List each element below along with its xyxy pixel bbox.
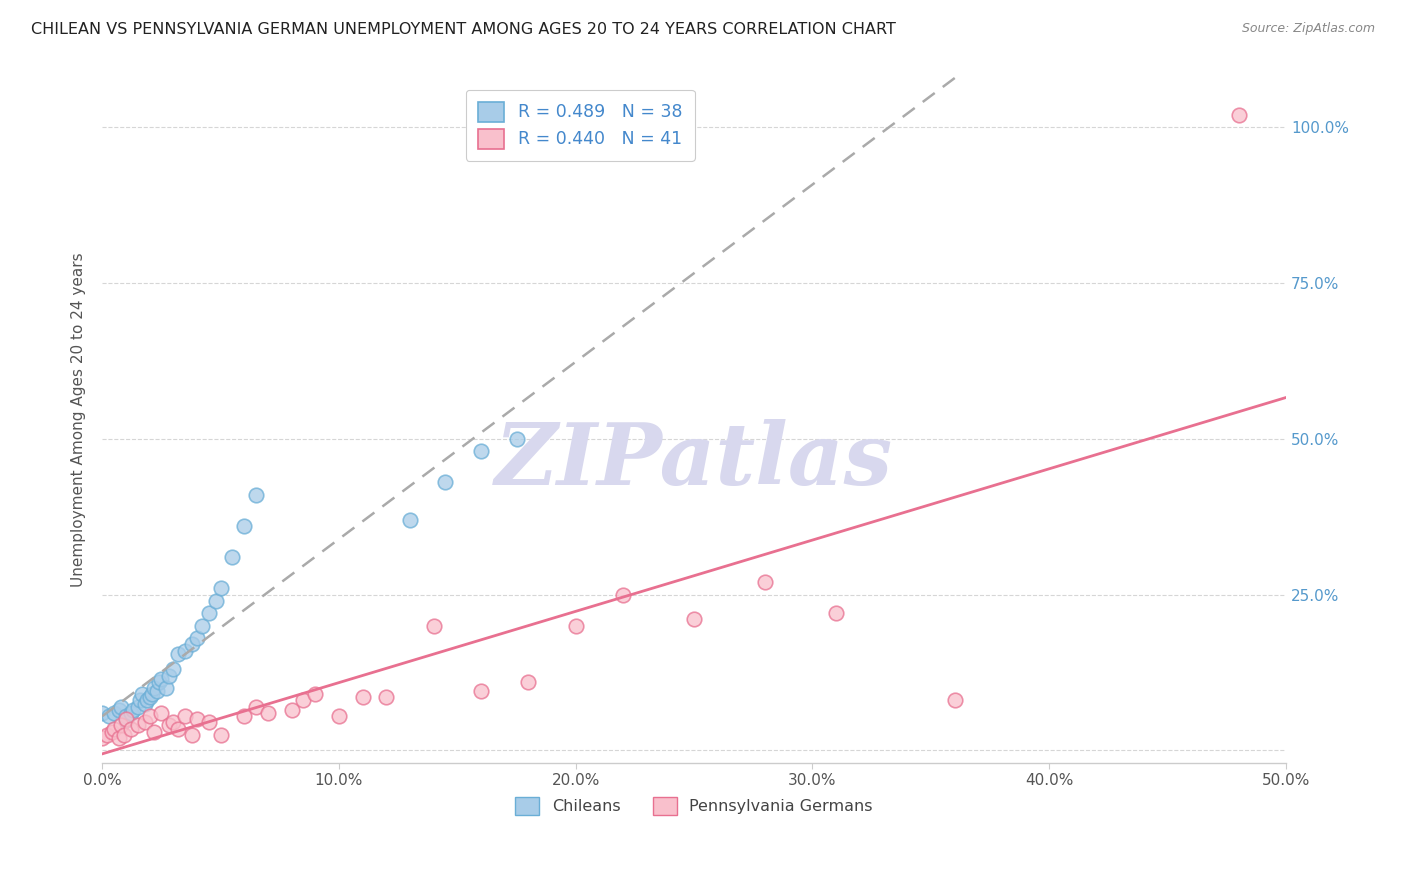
Point bbox=[257, 706, 280, 720]
Point bbox=[127, 699, 149, 714]
Point bbox=[422, 618, 444, 632]
Point bbox=[245, 699, 267, 714]
Point bbox=[612, 588, 634, 602]
Point bbox=[150, 706, 173, 720]
Point bbox=[197, 715, 219, 730]
Point bbox=[115, 712, 138, 726]
Point bbox=[143, 724, 166, 739]
Point bbox=[138, 709, 160, 723]
Point bbox=[131, 687, 153, 701]
Legend: Chileans, Pennsylvania Germans: Chileans, Pennsylvania Germans bbox=[508, 789, 880, 823]
Point bbox=[112, 728, 135, 742]
Point bbox=[134, 715, 156, 730]
Point bbox=[352, 690, 374, 705]
Point bbox=[1227, 108, 1250, 122]
Point bbox=[233, 709, 256, 723]
Point bbox=[162, 662, 184, 676]
Point bbox=[825, 607, 848, 621]
Point bbox=[115, 714, 138, 728]
Point bbox=[174, 643, 197, 657]
Text: Source: ZipAtlas.com: Source: ZipAtlas.com bbox=[1241, 22, 1375, 36]
Point bbox=[683, 612, 706, 626]
Point bbox=[167, 722, 190, 736]
Point bbox=[754, 575, 776, 590]
Point bbox=[174, 709, 197, 723]
Point bbox=[120, 722, 142, 736]
Point bbox=[143, 681, 166, 695]
Text: CHILEAN VS PENNSYLVANIA GERMAN UNEMPLOYMENT AMONG AGES 20 TO 24 YEARS CORRELATIO: CHILEAN VS PENNSYLVANIA GERMAN UNEMPLOYM… bbox=[31, 22, 896, 37]
Point bbox=[375, 690, 398, 705]
Text: ZIPatlas: ZIPatlas bbox=[495, 419, 893, 503]
Point bbox=[205, 594, 228, 608]
Point bbox=[157, 718, 180, 732]
Point bbox=[304, 687, 326, 701]
Point bbox=[233, 519, 256, 533]
Point bbox=[167, 647, 190, 661]
Point bbox=[157, 668, 180, 682]
Point bbox=[100, 724, 122, 739]
Point bbox=[197, 607, 219, 621]
Point bbox=[129, 693, 152, 707]
Point bbox=[470, 444, 492, 458]
Point bbox=[245, 488, 267, 502]
Point bbox=[328, 709, 350, 723]
Point bbox=[505, 432, 527, 446]
Point bbox=[110, 699, 132, 714]
Point bbox=[564, 618, 586, 632]
Point bbox=[221, 550, 243, 565]
Point bbox=[120, 706, 142, 720]
Point bbox=[115, 709, 138, 723]
Point bbox=[186, 631, 208, 645]
Point bbox=[181, 637, 204, 651]
Point bbox=[434, 475, 457, 490]
Point bbox=[517, 674, 540, 689]
Point bbox=[292, 693, 315, 707]
Point bbox=[141, 687, 163, 701]
Point bbox=[134, 697, 156, 711]
Point bbox=[103, 722, 125, 736]
Point bbox=[136, 693, 159, 707]
Point bbox=[181, 728, 204, 742]
Point bbox=[155, 681, 177, 695]
Point bbox=[103, 706, 125, 720]
Point bbox=[150, 672, 173, 686]
Point bbox=[107, 731, 129, 745]
Point bbox=[209, 728, 232, 742]
Point bbox=[91, 706, 114, 720]
Point bbox=[943, 693, 966, 707]
Point bbox=[98, 709, 121, 723]
Point bbox=[399, 513, 422, 527]
Point bbox=[145, 684, 167, 698]
Point bbox=[280, 703, 302, 717]
Point bbox=[148, 674, 170, 689]
Point bbox=[186, 712, 208, 726]
Point bbox=[138, 690, 160, 705]
Point bbox=[127, 718, 149, 732]
Point bbox=[190, 618, 212, 632]
Point bbox=[91, 731, 114, 745]
Point bbox=[96, 728, 118, 742]
Point bbox=[162, 715, 184, 730]
Point bbox=[209, 582, 232, 596]
Y-axis label: Unemployment Among Ages 20 to 24 years: Unemployment Among Ages 20 to 24 years bbox=[72, 252, 86, 588]
Point bbox=[110, 718, 132, 732]
Point bbox=[470, 684, 492, 698]
Point bbox=[122, 703, 145, 717]
Point bbox=[107, 703, 129, 717]
